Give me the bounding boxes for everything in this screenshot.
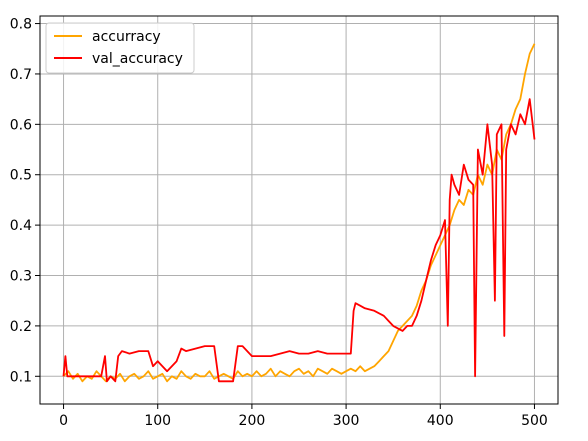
legend-label-accurracy: accurracy [92,29,161,45]
y-tick-label: 0.7 [10,67,32,83]
val-accuracy-line [62,98,536,383]
y-tick-label: 0.4 [10,218,32,234]
legend: accurracy val_accuracy [45,22,195,74]
y-tick-label: 0.6 [10,117,32,133]
y-tick-label: 0.3 [10,269,32,285]
x-tick-label: 0 [59,413,68,429]
accurracy-line [62,43,536,383]
y-tick-label: 0.8 [10,17,32,33]
y-tick-label: 0.1 [10,369,32,385]
y-tick-label: 0.2 [10,319,32,335]
legend-label-val-accuracy: val_accuracy [92,51,183,67]
x-tick-label: 500 [521,413,548,429]
y-tick-label: 0.5 [10,168,32,184]
x-tick-label: 200 [239,413,266,429]
grid [40,16,558,404]
legend-box [45,22,195,74]
x-tick-label: 400 [427,413,454,429]
series-lines [62,43,536,383]
x-tick-label: 100 [144,413,171,429]
x-tick-label: 300 [333,413,360,429]
plot-frame [39,15,559,405]
axis-ticks: 0 100 200 300 400 500 0.1 0.2 0.3 0.4 0.5 0.6 0.7 0.8 [10,17,548,429]
